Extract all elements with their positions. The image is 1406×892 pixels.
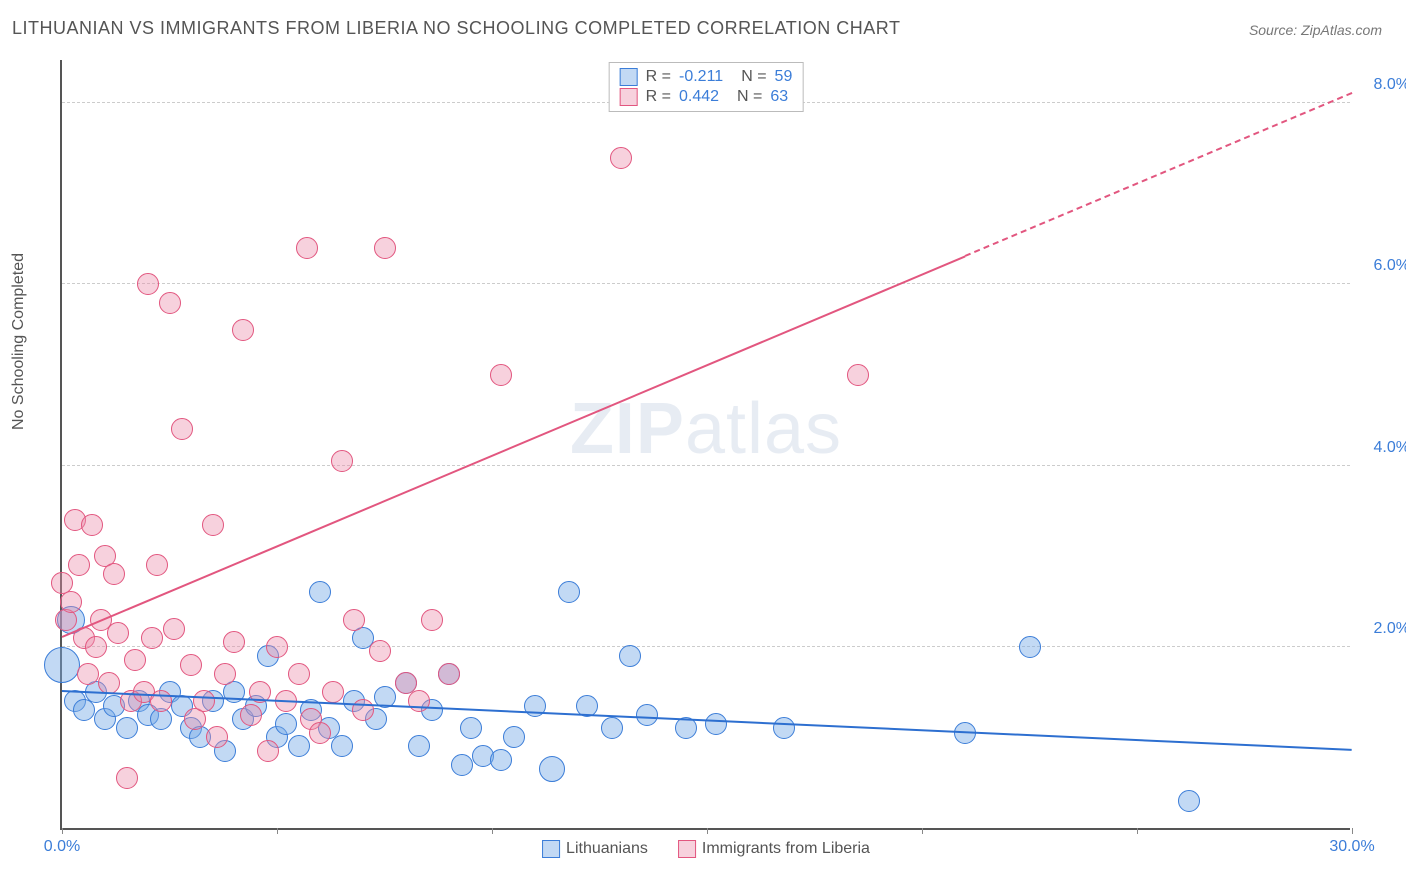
data-point <box>610 147 632 169</box>
data-point <box>773 717 795 739</box>
data-point <box>438 663 460 685</box>
data-point <box>141 627 163 649</box>
y-tick-label: 4.0% <box>1358 439 1406 457</box>
data-point <box>288 663 310 685</box>
data-point <box>116 717 138 739</box>
data-point <box>539 756 565 782</box>
legend-stat-row: R = 0.442N = 63 <box>620 87 793 107</box>
data-point <box>322 681 344 703</box>
data-point <box>296 237 318 259</box>
data-point <box>232 319 254 341</box>
data-point <box>369 640 391 662</box>
data-point <box>558 581 580 603</box>
trend-line <box>62 255 966 637</box>
data-point <box>206 726 228 748</box>
legend-series-item: Lithuanians <box>542 840 648 858</box>
trend-line <box>965 92 1353 257</box>
data-point <box>77 663 99 685</box>
source-label: Source: ZipAtlas.com <box>1249 22 1382 38</box>
gridline <box>62 283 1350 284</box>
data-point <box>240 704 262 726</box>
x-tick <box>707 828 708 834</box>
y-tick-label: 6.0% <box>1358 257 1406 275</box>
data-point <box>146 554 168 576</box>
y-tick-label: 8.0% <box>1358 76 1406 94</box>
data-point <box>124 649 146 671</box>
data-point <box>44 647 80 683</box>
data-point <box>107 622 129 644</box>
watermark: ZIPatlas <box>570 388 842 470</box>
x-tick <box>922 828 923 834</box>
data-point <box>331 450 353 472</box>
x-tick <box>1352 828 1353 834</box>
x-tick <box>277 828 278 834</box>
legend-stat-row: R = -0.211N = 59 <box>620 67 793 87</box>
data-point <box>137 273 159 295</box>
data-point <box>85 636 107 658</box>
data-point <box>103 563 125 585</box>
data-point <box>223 631 245 653</box>
data-point <box>214 663 236 685</box>
series-legend: Lithuanians Immigrants from Liberia <box>534 840 878 858</box>
data-point <box>81 514 103 536</box>
data-point <box>266 636 288 658</box>
data-point <box>309 581 331 603</box>
data-point <box>98 672 120 694</box>
data-point <box>490 749 512 771</box>
data-point <box>163 618 185 640</box>
x-tick <box>492 828 493 834</box>
data-point <box>60 591 82 613</box>
data-point <box>73 699 95 721</box>
data-point <box>1019 636 1041 658</box>
data-point <box>421 609 443 631</box>
y-axis-label: No Schooling Completed <box>10 253 28 430</box>
x-tick <box>62 828 63 834</box>
data-point <box>116 767 138 789</box>
data-point <box>257 740 279 762</box>
chart-title: LITHUANIAN VS IMMIGRANTS FROM LIBERIA NO… <box>12 18 900 39</box>
data-point <box>275 713 297 735</box>
stats-legend: R = -0.211N = 59R = 0.442N = 63 <box>609 62 804 112</box>
data-point <box>68 554 90 576</box>
data-point <box>171 418 193 440</box>
gridline <box>62 646 1350 647</box>
data-point <box>601 717 623 739</box>
legend-series-item: Immigrants from Liberia <box>678 840 870 858</box>
data-point <box>202 514 224 536</box>
y-tick-label: 2.0% <box>1358 620 1406 638</box>
data-point <box>331 735 353 757</box>
data-point <box>619 645 641 667</box>
data-point <box>490 364 512 386</box>
x-tick-label: 30.0% <box>1329 838 1374 856</box>
data-point <box>180 654 202 676</box>
scatter-plot-area: ZIPatlas R = -0.211N = 59R = 0.442N = 63… <box>60 60 1350 830</box>
data-point <box>636 704 658 726</box>
data-point <box>1178 790 1200 812</box>
gridline <box>62 465 1350 466</box>
data-point <box>847 364 869 386</box>
data-point <box>460 717 482 739</box>
data-point <box>309 722 331 744</box>
x-tick-label: 0.0% <box>44 838 80 856</box>
data-point <box>193 690 215 712</box>
data-point <box>374 237 396 259</box>
data-point <box>159 292 181 314</box>
data-point <box>503 726 525 748</box>
data-point <box>408 690 430 712</box>
data-point <box>451 754 473 776</box>
data-point <box>705 713 727 735</box>
data-point <box>343 609 365 631</box>
x-tick <box>1137 828 1138 834</box>
data-point <box>288 735 310 757</box>
data-point <box>408 735 430 757</box>
